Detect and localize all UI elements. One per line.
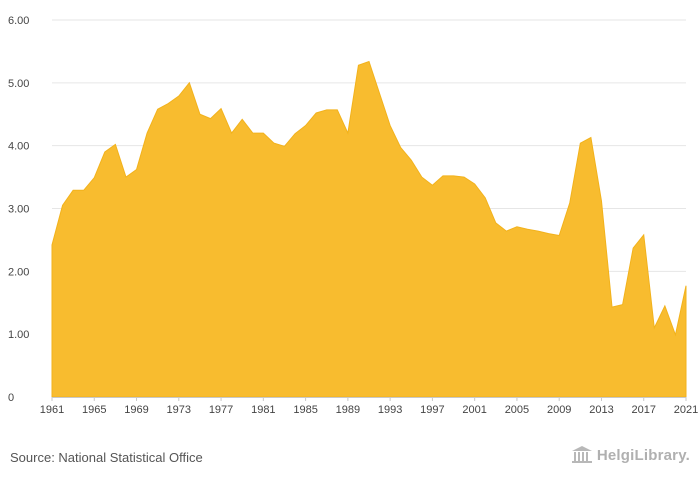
y-tick-label: 0 bbox=[8, 392, 14, 404]
x-tick-label: 1965 bbox=[82, 404, 106, 416]
x-tick-label: 1977 bbox=[209, 404, 233, 416]
x-tick-label: 2013 bbox=[589, 404, 613, 416]
x-tick-label: 1997 bbox=[420, 404, 444, 416]
library-building-icon bbox=[571, 446, 593, 464]
chart-area: 0 1.00 2.00 3.00 4.00 5.00 6.00 1961 1965 1969 19… bbox=[8, 15, 698, 416]
x-tick-label: 1973 bbox=[167, 404, 191, 416]
area-fill bbox=[51, 60, 687, 398]
x-tick-label: 2017 bbox=[631, 404, 655, 416]
y-tick-label: 2.00 bbox=[8, 266, 29, 278]
y-axis: 0 1.00 2.00 3.00 4.00 5.00 6.00 bbox=[8, 15, 29, 404]
x-tick-label: 1961 bbox=[40, 404, 64, 416]
x-tick-label: 1969 bbox=[124, 404, 148, 416]
x-tick-label: 2021 bbox=[674, 404, 698, 416]
x-tick-label: 1985 bbox=[293, 404, 317, 416]
x-tick-label: 1993 bbox=[378, 404, 402, 416]
area-chart: 01.002.003.004.005.006.00 1961 1965 1969 19… bbox=[8, 15, 698, 416]
helgi-library-logo[interactable]: HelgiLibrary. bbox=[571, 446, 690, 464]
x-tick-label: 2005 bbox=[505, 404, 529, 416]
y-tick-label: 4.00 bbox=[8, 141, 29, 153]
y-tick-label: 3.00 bbox=[8, 204, 29, 216]
x-tick-label: 1981 bbox=[251, 404, 275, 416]
x-axis: 1961 1965 1969 1973 1977 1981 1985 1989 1993 1997… bbox=[40, 397, 698, 416]
y-tick-label: 6.00 bbox=[8, 15, 29, 27]
logo-text: HelgiLibrary. bbox=[596, 446, 690, 464]
x-tick-label: 1989 bbox=[336, 404, 360, 416]
footer: Source: National Statistical Office Helg… bbox=[0, 432, 700, 472]
x-tick-label: 2001 bbox=[462, 404, 486, 416]
source-note: Source: National Statistical Office bbox=[10, 450, 203, 465]
y-tick-label: 1.00 bbox=[8, 329, 29, 341]
y-tick-label: 5.00 bbox=[8, 78, 29, 90]
series-area bbox=[51, 60, 687, 398]
x-tick-label: 2009 bbox=[547, 404, 571, 416]
